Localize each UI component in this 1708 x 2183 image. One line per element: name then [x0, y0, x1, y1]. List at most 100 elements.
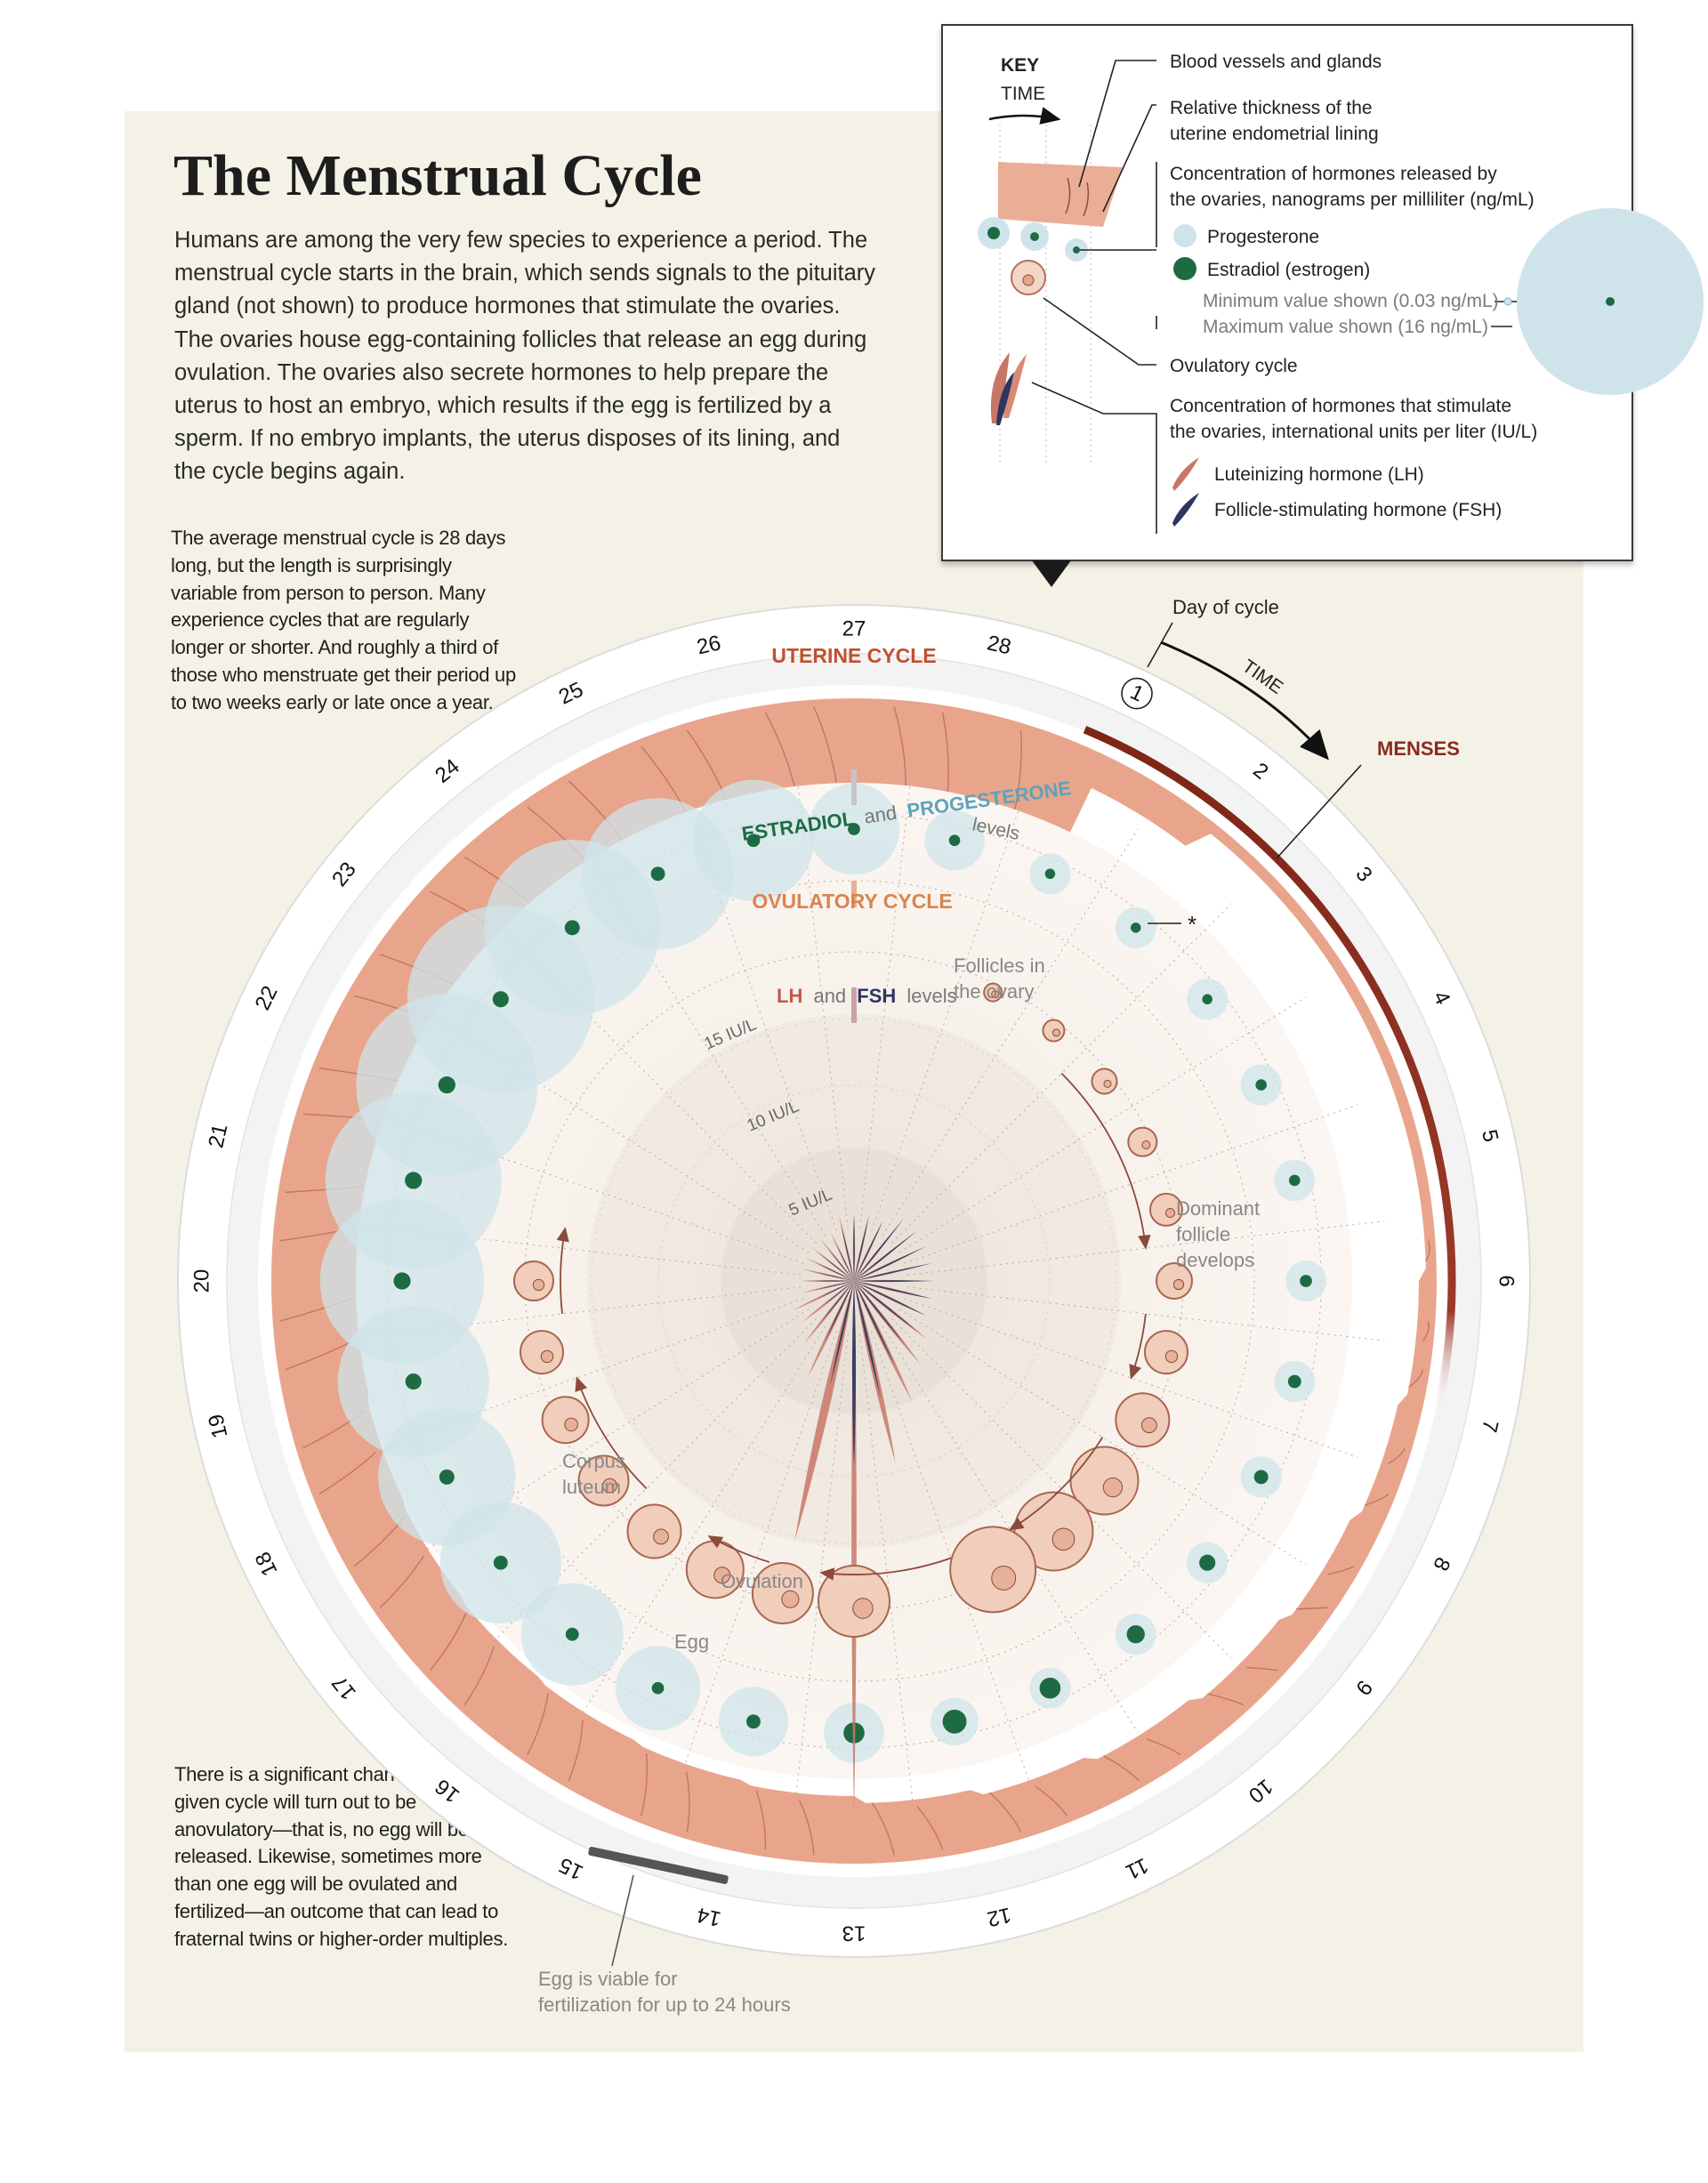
estradiol-dot [1300, 1275, 1312, 1287]
follicle-oocyte [1164, 1207, 1176, 1219]
hormone-petals [794, 1214, 934, 1815]
day-label: 27 [842, 617, 866, 641]
estradiol-dot [565, 1627, 579, 1641]
ovulatory-arrow [819, 1557, 952, 1581]
follicle-oocyte [1103, 1079, 1112, 1088]
estradiol-dot [1039, 1677, 1061, 1699]
lh-fsh-label: LH and FSH levels [777, 985, 957, 1007]
grid-spoke [906, 1220, 1385, 1276]
fsh-petal [851, 1281, 857, 1468]
follicle [541, 1396, 590, 1445]
fsh-petal [830, 1281, 854, 1385]
key-fsh: Follicle-stimulating hormone (FSH) [1214, 500, 1502, 520]
grid-spoke [859, 1333, 914, 1812]
grid-spoke [898, 1309, 1307, 1566]
fsh-petal [854, 1220, 883, 1281]
follicle-oocyte [713, 1567, 731, 1584]
day-label: 6 [1494, 1275, 1519, 1286]
corpus-label-2: luteum [562, 1476, 621, 1498]
estradiol-dot [1255, 1079, 1267, 1091]
grid-spoke [882, 1325, 1139, 1734]
blood-vessel [813, 706, 838, 785]
day-label: 5 [1477, 1127, 1503, 1144]
follicle [520, 1330, 565, 1375]
blood-vessel [1425, 1240, 1430, 1261]
fsh-petal [854, 1230, 917, 1281]
fsh-petal [854, 1281, 917, 1332]
page-title: The Menstrual Cycle [173, 143, 702, 208]
fsh-petal [815, 1281, 854, 1291]
blood-vessel [941, 712, 949, 793]
estradiol-dot [1126, 1625, 1145, 1644]
lh-word: LH [777, 985, 802, 1007]
menses-arc [1083, 725, 1456, 1415]
estradiol-dot [492, 991, 509, 1008]
ovulatory-arrow [707, 1535, 770, 1563]
fsh-petal [854, 1281, 927, 1317]
estradiol-dot [651, 1681, 665, 1695]
grid-ring [453, 880, 1255, 1682]
day-label: 12 [985, 1902, 1013, 1930]
key-fsh-swatch [1172, 493, 1199, 527]
key-pointer [1032, 560, 1071, 587]
ovulatory-arrow [1060, 1073, 1151, 1250]
blood-vessel [989, 1792, 1022, 1833]
key-thickness-1: Relative thickness of the [1170, 98, 1373, 118]
fsh-word: FSH [857, 985, 896, 1007]
fsh-petal [820, 1281, 854, 1323]
follicle-oocyte [1141, 1140, 1151, 1149]
estradiol-dot [1202, 994, 1213, 1005]
key-blood-vessels: Blood vessels and glands [1170, 52, 1382, 72]
blood-vessel [1364, 1493, 1390, 1506]
grid-spoke [794, 1333, 849, 1812]
follicle [1156, 1262, 1193, 1300]
estradiol-dot [1253, 1470, 1269, 1485]
key-lh-swatch [1172, 457, 1199, 491]
follicle [751, 1561, 814, 1624]
follicle-oocyte [1102, 1477, 1124, 1498]
key-conc-pit-2: the ovaries, international units per lit… [1170, 422, 1537, 442]
fsh-petal [822, 1281, 854, 1307]
key-max-value: Maximum value shown (16 ng/mL) [1203, 317, 1488, 337]
corpus-label-1: Corpus [562, 1450, 625, 1472]
blood-vessel [1207, 1693, 1244, 1706]
grid-spoke [891, 903, 1232, 1244]
key-progesterone-swatch [1173, 224, 1196, 247]
ovulatory-arrow [556, 1227, 569, 1315]
grid-spoke [904, 1104, 1358, 1264]
fsh-petal [854, 1245, 927, 1281]
fsh-petal [836, 1245, 854, 1281]
ovulatory-arrow [1009, 1437, 1104, 1531]
blood-vessel [799, 1800, 815, 1856]
fsh-petal [854, 1262, 932, 1281]
estradiol-dot [405, 1373, 422, 1390]
key-leaders [1031, 60, 1628, 534]
key-time-label: TIME [1001, 84, 1045, 104]
follicle-oocyte [1051, 1028, 1060, 1037]
blood-vessel [1146, 1738, 1181, 1756]
and-word: and [863, 802, 898, 828]
follicle [513, 1261, 554, 1301]
blood-vessel [1296, 1607, 1328, 1610]
follicle [577, 1454, 630, 1507]
estradiol-dot [438, 1075, 455, 1094]
key-conc-pit-1: Concentration of hormones that stimulate [1170, 396, 1511, 416]
key-lh: Luteinizing hormone (LH) [1214, 464, 1424, 485]
fsh-petal [854, 1280, 934, 1282]
egg-viable-label-1: Egg is viable for [538, 1968, 678, 1990]
grid-spoke [882, 828, 1139, 1236]
follicle-oocyte [540, 1349, 554, 1364]
day-label: 21 [204, 1122, 232, 1150]
estradiol-dot [746, 834, 761, 848]
blood-vessel [1035, 1785, 1068, 1816]
grid-spoke [906, 1286, 1385, 1341]
grid-spoke [677, 1331, 837, 1785]
grid-spoke [898, 996, 1307, 1253]
fsh-petal [825, 1281, 854, 1341]
follicle-oocyte [1164, 1349, 1179, 1364]
blood-vessel [379, 1555, 424, 1608]
blood-vessel [429, 1613, 467, 1671]
follicle-oocyte [1051, 1527, 1076, 1551]
